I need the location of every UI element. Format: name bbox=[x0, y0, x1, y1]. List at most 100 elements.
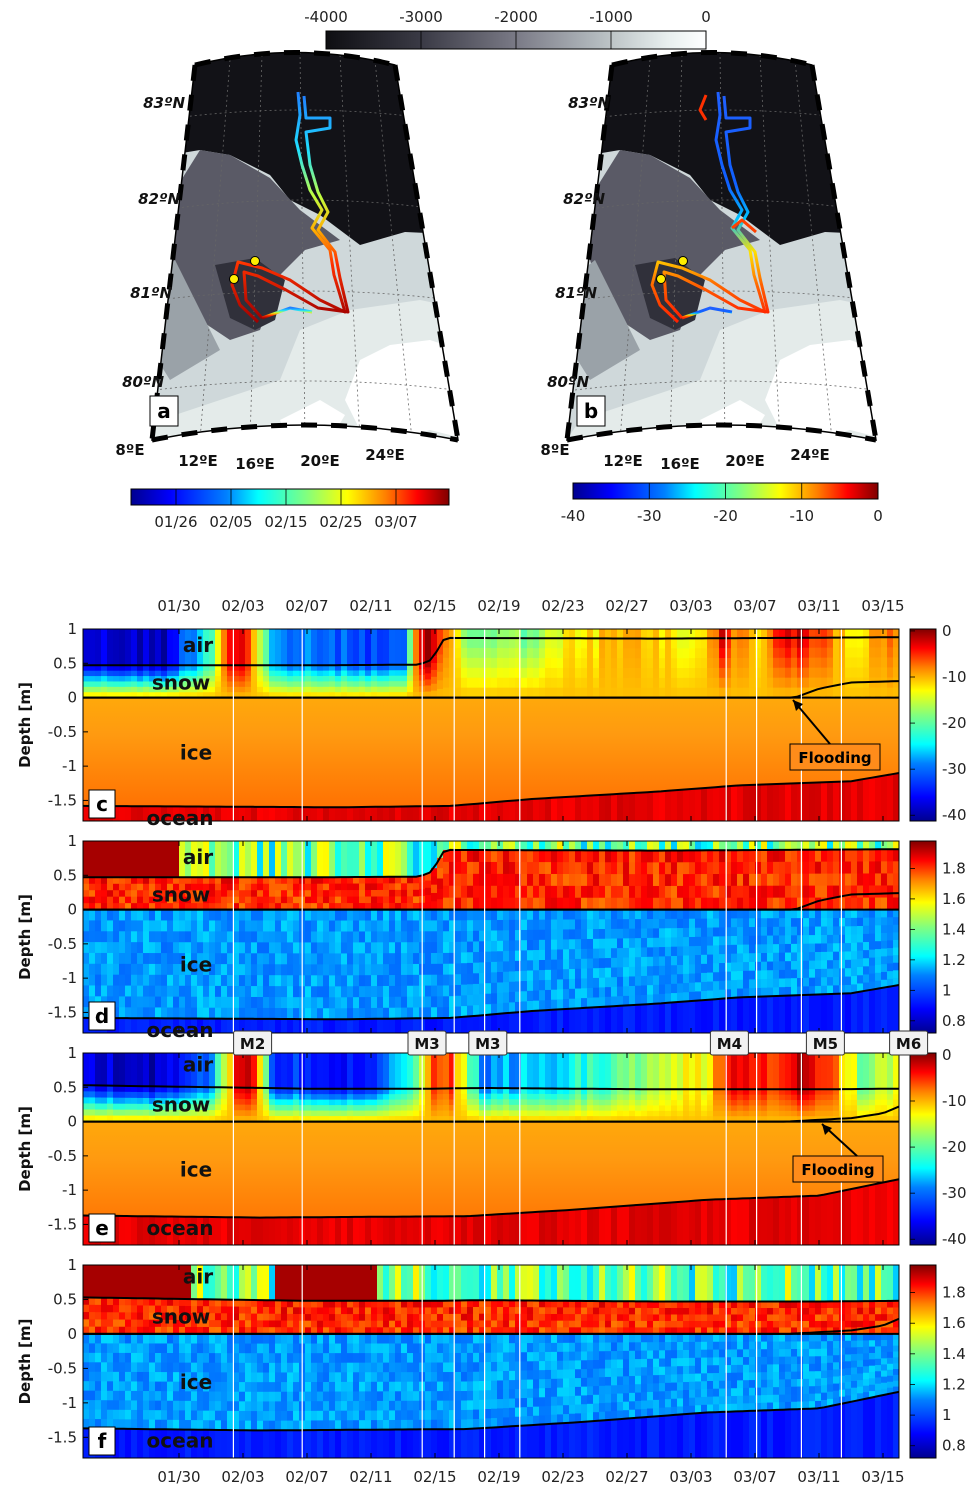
colorbar-tick-label: -4000 bbox=[304, 8, 348, 26]
depth-tick-label: -0.5 bbox=[48, 1359, 77, 1377]
panel-colorbar-c: 0-10-20-30-40 bbox=[910, 622, 967, 824]
depth-tick-label: 0.5 bbox=[53, 654, 77, 672]
depth-tick-label: -1.5 bbox=[48, 1428, 77, 1446]
colorbar-tick-label: 0 bbox=[942, 1046, 952, 1064]
depth-tick-label: 0.5 bbox=[53, 1078, 77, 1096]
layer-label-ocean: ocean bbox=[147, 1429, 214, 1453]
layer-label-snow: snow bbox=[152, 882, 210, 906]
date-tick-label: 02/15 bbox=[413, 1468, 456, 1486]
date-tick-label: 02/23 bbox=[541, 597, 584, 615]
date-tick-label: 03/15 bbox=[861, 1468, 904, 1486]
colorbar-tick-label: 1.6 bbox=[942, 1314, 966, 1332]
panel-colorbar-d: 1.8 1.6 1.4 1.2 1 0.8 bbox=[910, 841, 966, 1033]
colorbar-tick-label: -40 bbox=[561, 507, 586, 525]
depth-tick-label: 0 bbox=[67, 1325, 77, 1343]
colorbar-tick-label: 1.4 bbox=[942, 920, 966, 938]
colorbar-tick-label: 1.2 bbox=[942, 951, 966, 969]
depth-tick-label: 1 bbox=[67, 1044, 77, 1062]
depth-tick-label: 0 bbox=[67, 1113, 77, 1131]
layer-label-snow: snow bbox=[152, 1092, 210, 1116]
date-tick-label: 01/30 bbox=[157, 597, 200, 615]
panel-letter: b bbox=[584, 399, 598, 423]
y-axis-label: Depth [m] bbox=[16, 1106, 34, 1192]
date-tick-label: 03/11 bbox=[797, 1468, 840, 1486]
longitude-label: 20ºE bbox=[300, 452, 340, 470]
storm-marker-label: M5 bbox=[813, 1035, 838, 1053]
colorbar-tick-label: 1.8 bbox=[942, 1284, 966, 1302]
start-marker bbox=[657, 275, 666, 284]
date-tick-label: 03/15 bbox=[861, 597, 904, 615]
colorbar-tick-label: -1000 bbox=[589, 8, 633, 26]
colorbar-tick-label: 0.8 bbox=[942, 1012, 966, 1030]
storm-marker-label: M6 bbox=[896, 1035, 921, 1053]
longitude-label: 16ºE bbox=[660, 455, 700, 473]
colorbar-tick-label: 0 bbox=[873, 507, 883, 525]
date-tick-label: 02/27 bbox=[605, 597, 648, 615]
y-axis-label: Depth [m] bbox=[16, 1319, 34, 1405]
layer-label-ice: ice bbox=[180, 741, 212, 765]
latitude-label: 80ºN bbox=[122, 373, 164, 391]
colorbar-tick-label: 1 bbox=[942, 1406, 952, 1424]
date-tick-label: 02/11 bbox=[349, 1468, 392, 1486]
latitude-label: 81ºN bbox=[130, 284, 172, 302]
panel-letter: d bbox=[95, 1004, 109, 1028]
colorbar-tick-label: 03/07 bbox=[374, 513, 417, 531]
longitude-label: 12ºE bbox=[603, 452, 643, 470]
panel-letter: c bbox=[96, 792, 108, 816]
colorbar-tick-label: 1.6 bbox=[942, 890, 966, 908]
depth-tick-label: -0.5 bbox=[48, 935, 77, 953]
colorbar-tick-label: -40 bbox=[942, 806, 967, 824]
y-axis-label: Depth [m] bbox=[16, 894, 34, 980]
start-marker bbox=[251, 257, 260, 266]
panel-letter: e bbox=[95, 1216, 109, 1240]
latitude-label: 83ºN bbox=[143, 94, 185, 112]
date-tick-label: 03/03 bbox=[669, 597, 712, 615]
colorbar-tick-label: -10 bbox=[942, 1092, 967, 1110]
date-tick-label: 02/07 bbox=[285, 1468, 328, 1486]
depth-tick-label: -1.5 bbox=[48, 1003, 77, 1021]
depth-tick-label: -1 bbox=[62, 757, 77, 775]
colorbar-tick-label: 1.8 bbox=[942, 859, 966, 877]
depth-tick-label: 1 bbox=[67, 620, 77, 638]
y-axis-label: Depth [m] bbox=[16, 682, 34, 768]
depth-tick-label: -1.5 bbox=[48, 791, 77, 809]
depth-tick-label: -1 bbox=[62, 1394, 77, 1412]
longitude-label: 12ºE bbox=[178, 452, 218, 470]
date-tick-label: 02/19 bbox=[477, 1468, 520, 1486]
date-tick-label: 01/30 bbox=[157, 1468, 200, 1486]
flooding-annotation: Flooding bbox=[798, 749, 871, 767]
depth-tick-label: -0.5 bbox=[48, 1147, 77, 1165]
colorbar-tick-label: -30 bbox=[942, 1184, 967, 1202]
colorbar-tick-label: 02/15 bbox=[264, 513, 307, 531]
layer-label-ice: ice bbox=[180, 1370, 212, 1394]
layer-label-air: air bbox=[183, 1265, 213, 1289]
date-tick-label: 03/07 bbox=[733, 1468, 776, 1486]
colorbar-tick-label: 1.4 bbox=[942, 1345, 966, 1363]
colorbar-tick-label: -30 bbox=[637, 507, 662, 525]
depth-tick-label: 0 bbox=[67, 901, 77, 919]
layer-label-ice: ice bbox=[180, 1158, 212, 1182]
colorbar-tick-label: 0.8 bbox=[942, 1437, 966, 1455]
storm-marker-label: M3 bbox=[475, 1035, 500, 1053]
date-tick-label: 02/23 bbox=[541, 1468, 584, 1486]
colorbar-tick-label: -20 bbox=[942, 1138, 967, 1156]
date-tick-label: 02/11 bbox=[349, 597, 392, 615]
layer-label-air: air bbox=[183, 845, 213, 869]
colorbar-tick-label: 1.2 bbox=[942, 1375, 966, 1393]
date-tick-label: 03/07 bbox=[733, 597, 776, 615]
layer-label-ocean: ocean bbox=[147, 1018, 214, 1042]
colorbar-tick-label: -10 bbox=[790, 507, 815, 525]
colorbar-tick-label: -3000 bbox=[399, 8, 443, 26]
longitude-label: 8ºE bbox=[540, 441, 569, 459]
layer-label-air: air bbox=[183, 1053, 213, 1077]
date-tick-label: 03/11 bbox=[797, 597, 840, 615]
colorbar-tick-label: 1 bbox=[942, 981, 952, 999]
